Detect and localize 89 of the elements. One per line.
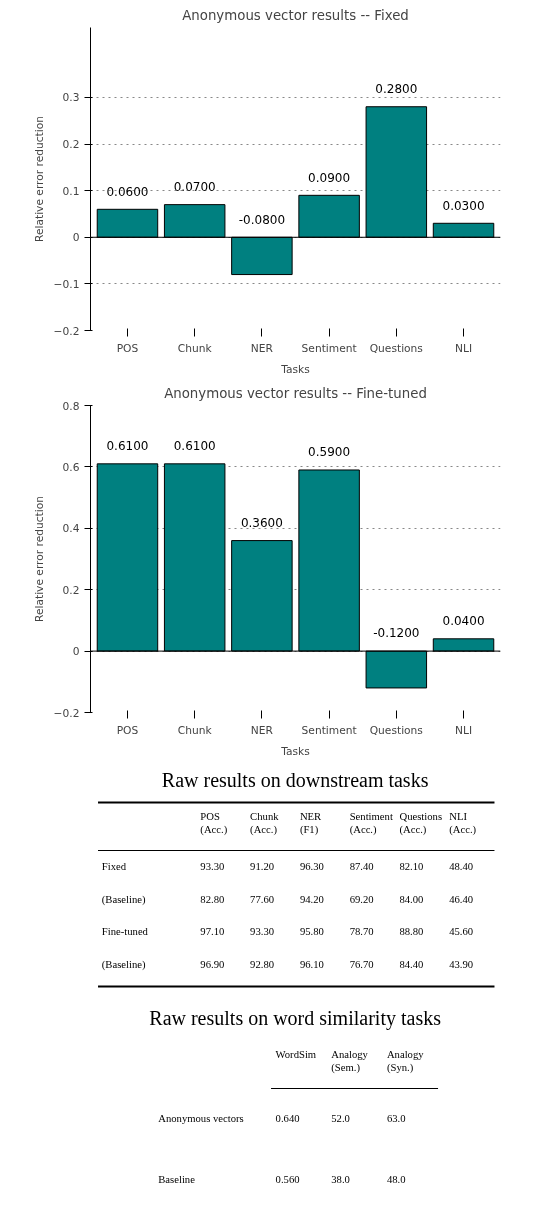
data-label: -0.0800 [238, 212, 286, 227]
data-label: 48.40 [449, 861, 474, 873]
y-tick-label: −0.2 [53, 324, 80, 338]
data-label: 96.90 [200, 958, 225, 970]
data-label: 38.0 [331, 1173, 350, 1185]
data-label: 0.6100 [173, 439, 216, 454]
data-label: 94.20 [299, 893, 324, 905]
data-label: 84.00 [399, 893, 424, 905]
y-axis-title: Relative error reduction [32, 115, 46, 243]
y-tick-label: −0.2 [53, 706, 80, 720]
data-label: 52.0 [331, 1113, 350, 1125]
data-label: 91.20 [250, 861, 275, 873]
data-label: 0.560 [275, 1173, 300, 1185]
data-label: 0.0700 [173, 180, 216, 194]
y-tick-label: 0.3 [62, 91, 80, 105]
x-tick-label: NER (F1) [299, 810, 323, 836]
x-tick-label: Chunk [177, 723, 213, 737]
x-tick-label: Sentiment (Acc.) [349, 810, 393, 836]
data-label: 96.10 [299, 958, 324, 970]
data-label: 93.30 [250, 926, 275, 938]
data-label: 77.60 [250, 893, 275, 905]
x-tick-label: Sentiment [301, 723, 357, 737]
y-tick-label: Anonymous vectors [158, 1113, 244, 1125]
x-tick-label: NLI [455, 341, 473, 355]
x-tick-label: WordSim [275, 1048, 317, 1060]
data-label: 97.10 [200, 926, 225, 938]
data-label: 82.10 [399, 861, 424, 873]
y-axis-title: Relative error reduction [32, 495, 46, 623]
chart-title: Raw results on downstream tasks [161, 768, 429, 791]
data-label: 87.40 [349, 861, 374, 873]
data-label: 0.0900 [308, 170, 351, 185]
x-tick-label: Sentiment [301, 341, 357, 355]
chart-title: Anonymous vector results -- Fine-tuned [164, 385, 427, 401]
x-tick-label: Chunk [177, 341, 213, 355]
data-label: 88.80 [399, 926, 424, 938]
data-label: 0.0600 [106, 184, 149, 199]
x-tick-label: POS (Acc.) [200, 810, 228, 836]
data-label: 84.40 [399, 958, 424, 970]
x-axis-title: Tasks [280, 744, 311, 758]
data-label: 82.80 [200, 893, 225, 905]
y-tick-label: Baseline [158, 1173, 196, 1185]
x-tick-label: NER [250, 723, 274, 737]
data-label: 0.5900 [308, 445, 351, 460]
x-tick-label: NLI [455, 723, 473, 737]
x-tick-label: Questions (Acc.) [399, 810, 443, 836]
data-label: 0.3600 [240, 515, 283, 530]
data-label: 93.30 [200, 861, 225, 873]
chart-title: Anonymous vector results -- Fixed [182, 7, 409, 23]
y-tick-label: 0.2 [62, 138, 80, 152]
data-label: 96.30 [299, 861, 324, 873]
data-label: 45.60 [449, 926, 474, 938]
data-label: 0.6100 [106, 439, 149, 454]
y-tick-label: 0.1 [62, 184, 80, 198]
y-tick-label: 0.6 [62, 460, 80, 474]
data-label: 69.20 [349, 893, 374, 905]
data-label: 48.0 [386, 1173, 406, 1185]
data-label: 76.70 [349, 958, 374, 970]
x-tick-label: Analogy (Syn.) [386, 1048, 425, 1074]
x-tick-label: Questions [369, 723, 424, 737]
data-label: 0.2800 [375, 82, 418, 97]
x-tick-label: POS [116, 723, 139, 737]
data-label: 95.80 [299, 926, 324, 938]
x-axis-title: Tasks [280, 362, 311, 376]
data-label: 92.80 [250, 958, 275, 970]
y-tick-label: 0.8 [62, 399, 80, 413]
y-tick-label: −0.1 [53, 277, 80, 291]
x-tick-label: Chunk (Acc.) [250, 810, 280, 836]
x-tick-label: Questions [369, 341, 424, 355]
y-tick-label: Fine-tuned [101, 926, 149, 938]
x-tick-label: NLI (Acc.) [449, 810, 477, 836]
data-label: 63.0 [386, 1113, 406, 1125]
chart-title: Raw results on word similarity tasks [149, 1006, 442, 1030]
x-tick-label: Analogy (Sem.) [331, 1048, 369, 1074]
y-tick-label: 0 [72, 645, 80, 659]
y-tick-label: 0 [72, 231, 80, 245]
y-tick-label: (Baseline) [101, 893, 147, 906]
y-tick-label: Fixed [101, 861, 127, 873]
data-label: 78.70 [349, 926, 374, 938]
data-label: 43.90 [449, 958, 474, 970]
data-label: -0.1200 [373, 626, 420, 641]
y-tick-label: 0.2 [62, 583, 80, 597]
data-label: 0.0400 [442, 614, 485, 629]
y-tick-label: (Baseline) [101, 958, 147, 971]
data-label: 0.0300 [442, 198, 485, 213]
x-tick-label: POS [116, 341, 139, 355]
y-tick-label: 0.4 [62, 522, 80, 536]
x-tick-label: NER [250, 341, 274, 355]
data-label: 46.40 [449, 893, 474, 905]
data-label: 0.640 [275, 1113, 300, 1125]
